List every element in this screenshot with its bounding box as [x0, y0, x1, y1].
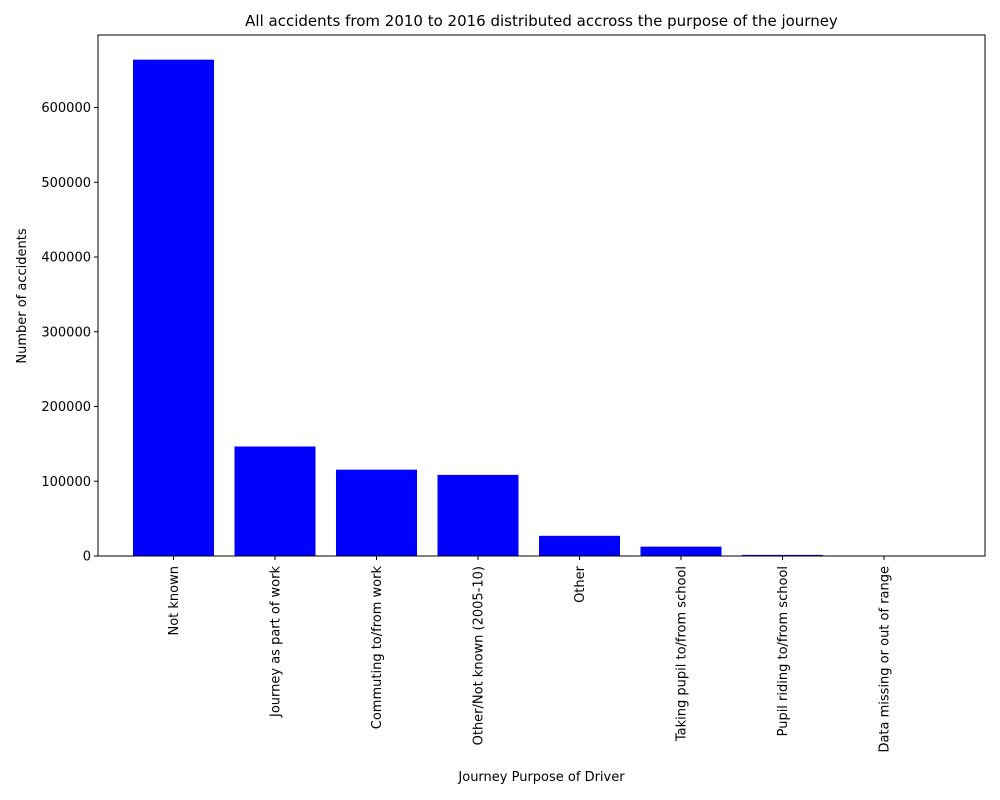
x-tick-label-2: Commuting to/from work	[370, 566, 385, 730]
x-tick-label-0: Not known	[167, 566, 182, 636]
y-tick-label-3: 300000	[41, 325, 91, 340]
bar-0	[133, 59, 214, 556]
bars-group	[133, 59, 925, 556]
y-axis: 0 100000 200000 300000 400000 500000 600000	[41, 101, 98, 565]
y-axis-label: Number of accidents	[15, 228, 30, 363]
chart-title: All accidents from 2010 to 2016 distribu…	[245, 12, 838, 30]
plot-frame	[97, 34, 986, 557]
bar-6	[742, 554, 823, 556]
x-axis-label: Journey Purpose of Driver	[457, 770, 625, 785]
bar-1	[234, 446, 316, 556]
bar-2	[336, 469, 417, 556]
bar-5	[640, 546, 722, 556]
y-tick-label-4: 400000	[41, 251, 91, 266]
y-tick-label-2: 200000	[41, 400, 91, 415]
x-tick-label-7: Data missing or out of range	[878, 566, 893, 753]
y-tick-label-5: 500000	[41, 176, 91, 191]
x-tick-label-1: Journey as part of work	[269, 566, 284, 718]
bar-3	[437, 474, 519, 556]
x-axis: Not known Journey as part of work Commutin…	[167, 556, 893, 753]
y-tick-label-6: 600000	[41, 101, 91, 116]
x-tick-label-5: Taking pupil to/from school	[675, 566, 690, 742]
y-tick-label-0: 0	[83, 550, 91, 565]
y-tick-label-1: 100000	[41, 475, 91, 490]
x-tick-label-6: Pupil riding to/from school	[776, 566, 791, 736]
bar-4	[539, 535, 620, 556]
x-tick-label-3: Other/Not known (2005-10)	[472, 566, 487, 745]
x-tick-label-4: Other	[573, 565, 588, 603]
